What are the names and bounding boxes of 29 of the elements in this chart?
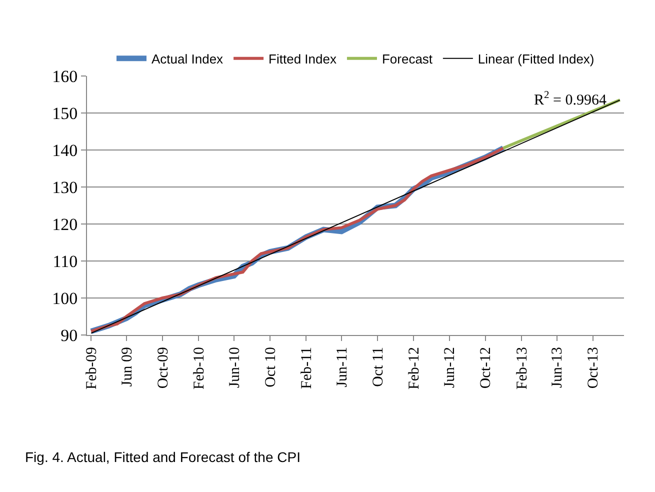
x-tick-label: Feb-11 [299,347,316,389]
x-tick-label: Feb-13 [514,347,530,390]
y-tick-label: 110 [52,252,78,271]
legend-label: Forecast [382,51,433,66]
x-tick-label: Jun-12 [442,347,458,388]
x-tick-label: Oct 11 [370,347,386,387]
y-tick-label: 140 [52,140,78,160]
x-tick-label: Jun 09 [119,347,136,387]
x-tick-label: Jun-13 [550,347,566,388]
x-tick-label: Feb-10 [192,347,208,390]
x-tick-label: Oct-12 [478,347,494,389]
x-tick-label: Oct 10 [262,347,279,388]
legend-label: Linear (Fitted Index) [478,51,594,66]
x-tick-label: Feb-09 [84,347,100,390]
x-tick-label: Jun-11 [334,347,350,388]
y-tick-label: 90 [60,326,78,345]
y-tick-label: 150 [52,104,78,123]
x-tick-label: Feb-12 [406,347,423,390]
annotation: R$^{2}$ = 0.9964 [534,90,607,108]
legend-label: Actual Index [152,51,224,66]
x-tick-label: Oct-13 [586,347,602,389]
legend-label: Fitted Index [268,51,337,66]
y-tick-label: 130 [52,178,78,197]
x-tick-label: Jun-10 [226,347,243,388]
x-tick-label: Oct-09 [155,347,172,389]
y-tick-label: 160 [52,66,78,86]
y-tick-label: 100 [52,288,78,308]
caption: Fig. 4. Actual, Fitted and Forecast of the CPI [25,449,300,465]
y-tick-label: 120 [52,214,78,234]
